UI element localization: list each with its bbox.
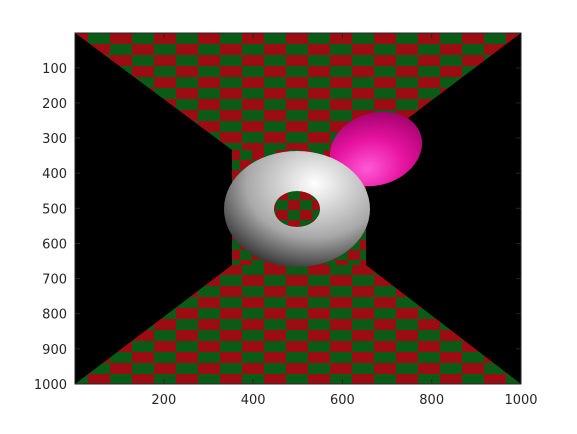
floor-checkerboard	[75, 265, 521, 384]
ceiling-checkerboard	[75, 33, 521, 150]
y-tick-label: 800	[42, 308, 67, 323]
y-tick-label: 600	[42, 237, 67, 252]
y-tick-label: 400	[42, 167, 67, 182]
y-tick-label: 500	[42, 202, 67, 217]
x-axis: 200 400 600 800 1000	[151, 33, 538, 408]
plot-image	[75, 33, 521, 384]
x-tick-label: 400	[241, 393, 266, 408]
magenta-ellipsoid	[329, 111, 423, 187]
y-tick-label: 200	[42, 97, 67, 112]
y-axis: 100 200 300 400 500 600 700 800 900 1000	[34, 62, 521, 393]
x-tick-label: 200	[151, 393, 176, 408]
y-tick-label: 1000	[34, 378, 67, 393]
x-tick-label: 1000	[504, 393, 537, 408]
y-tick-label: 300	[42, 132, 67, 147]
x-tick-label: 800	[419, 393, 444, 408]
gray-torus	[224, 150, 371, 268]
y-tick-label: 700	[42, 273, 67, 288]
y-tick-label: 900	[42, 343, 67, 358]
y-tick-label: 100	[42, 62, 67, 77]
x-tick-label: 600	[330, 393, 355, 408]
